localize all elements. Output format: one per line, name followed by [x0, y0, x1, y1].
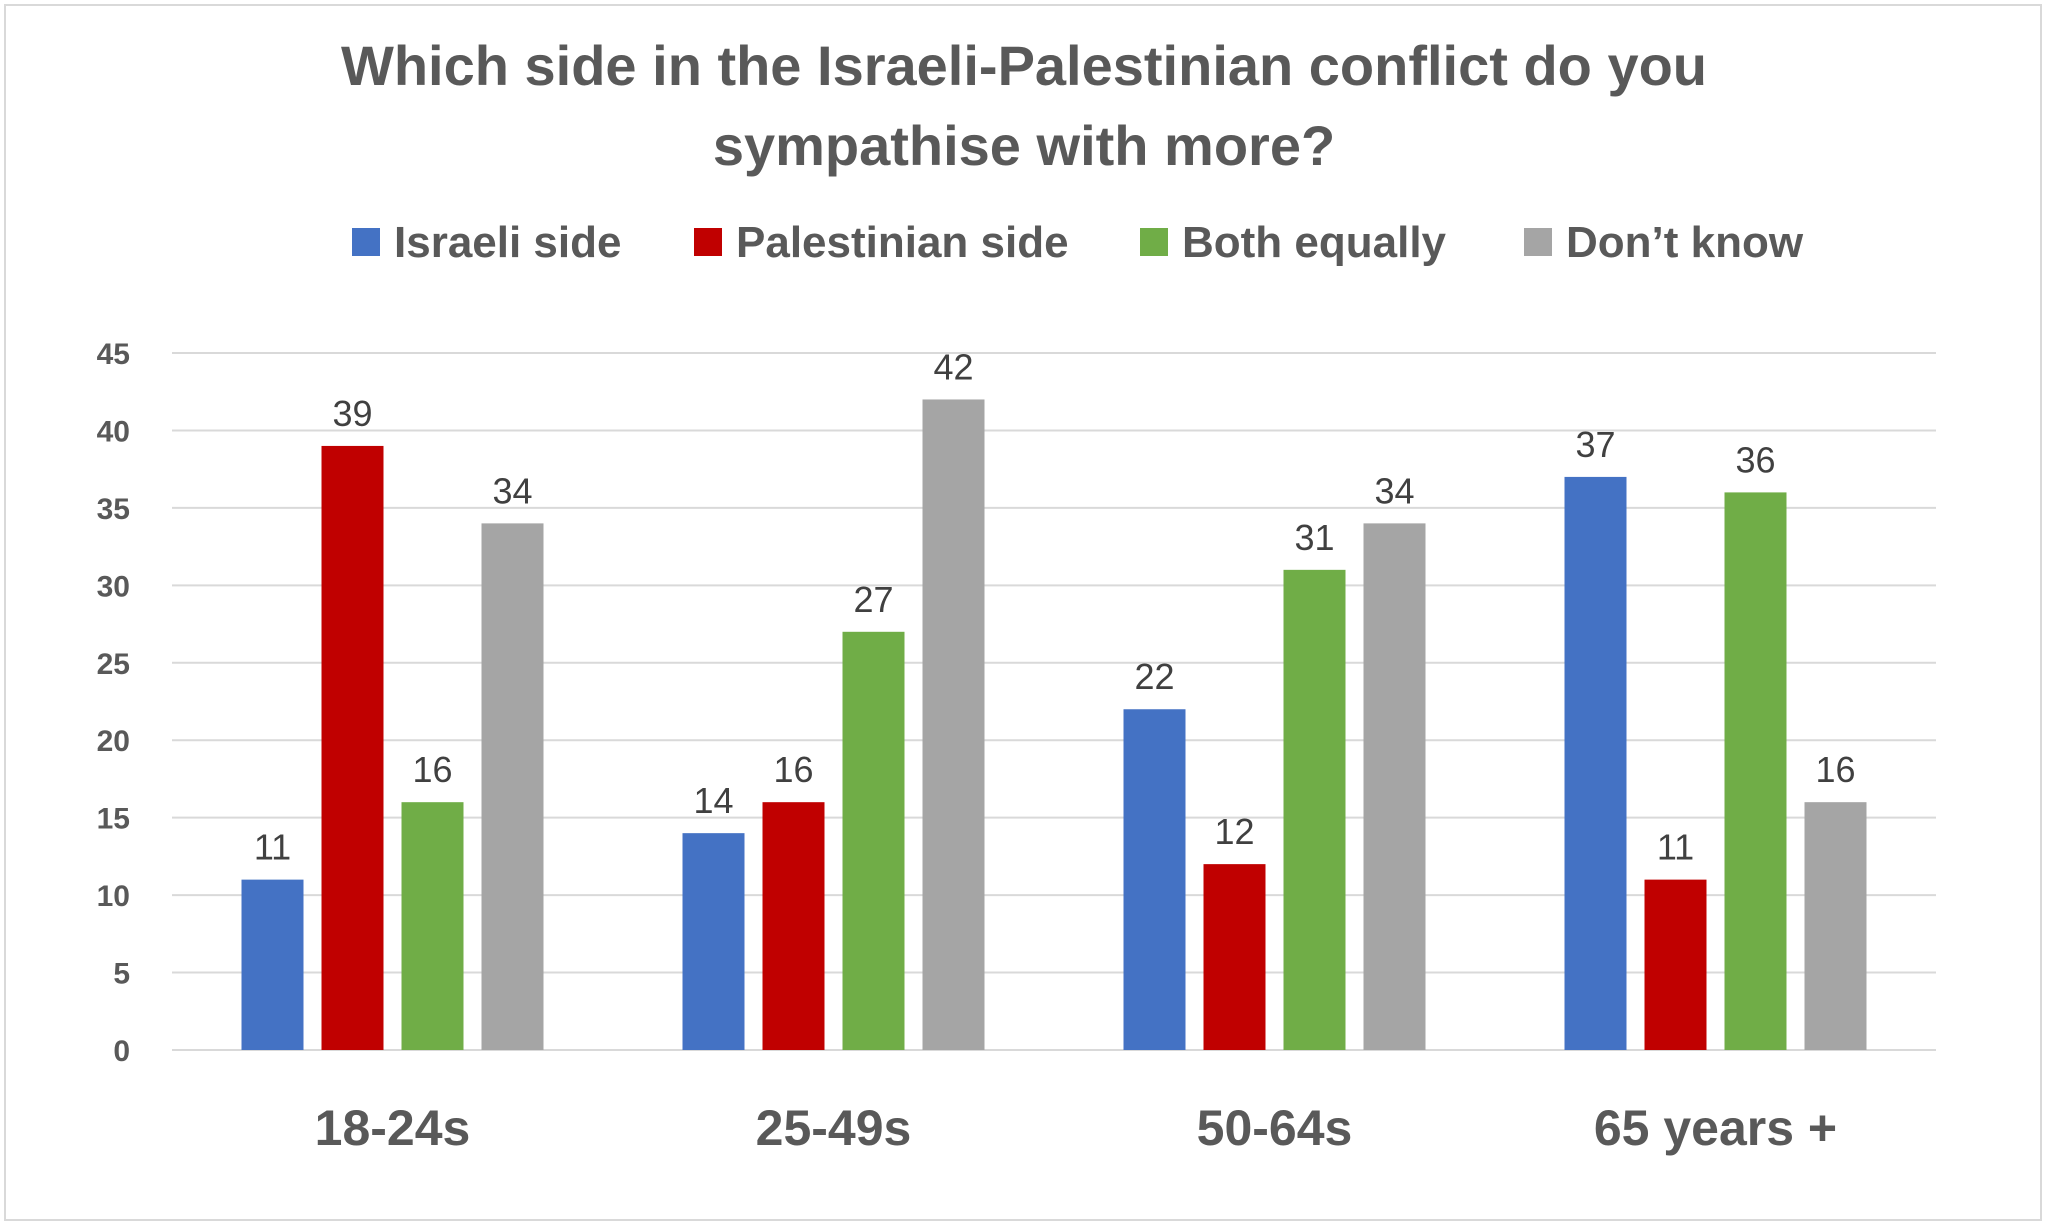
bar [1804, 802, 1867, 1050]
legend-swatch [694, 228, 722, 256]
bar [682, 833, 745, 1050]
bar [842, 631, 905, 1050]
y-axis-ticks: 0 5 10 15 20 25 30 35 40 45 [97, 338, 130, 1068]
bar [1363, 523, 1426, 1050]
data-label: 42 [933, 346, 973, 387]
legend-swatch [352, 228, 380, 256]
bar [1283, 569, 1346, 1050]
legend-label: Don’t know [1566, 218, 1804, 267]
data-label: 11 [1657, 827, 1694, 868]
legend-swatch [1524, 228, 1552, 256]
bar [241, 879, 304, 1050]
chart-title-line-1: Which side in the Israeli-Palestinian co… [341, 34, 1707, 97]
legend-label: Both equally [1182, 218, 1447, 267]
data-label: 27 [853, 579, 893, 620]
data-label: 34 [492, 470, 532, 511]
y-tick-label: 0 [113, 1035, 130, 1068]
x-axis-ticks: 18-24s 25-49s 50-64s 65 years + [315, 1100, 1838, 1156]
x-tick-label: 65 years + [1594, 1100, 1837, 1156]
legend-swatch [1140, 228, 1168, 256]
bar [1564, 476, 1627, 1050]
bar [1203, 864, 1266, 1050]
y-tick-label: 35 [97, 493, 130, 526]
data-labels: 11 39 16 34 14 16 27 42 22 12 31 34 37 11 36 16 [254, 346, 1856, 867]
y-tick-label: 5 [113, 958, 130, 991]
y-tick-label: 15 [97, 803, 130, 836]
bar [922, 399, 985, 1050]
x-tick-label: 18-24s [315, 1100, 471, 1156]
gridlines [172, 352, 1936, 1051]
y-tick-label: 40 [97, 415, 130, 448]
data-label: 22 [1134, 656, 1174, 697]
x-tick-label: 25-49s [756, 1100, 912, 1156]
bar [1644, 879, 1707, 1050]
data-label: 12 [1214, 811, 1254, 852]
bar [401, 802, 464, 1050]
legend: Israeli side Palestinian side Both equally… [352, 218, 1804, 267]
bar [1123, 709, 1186, 1050]
data-label: 14 [693, 780, 733, 821]
chart-title: Which side in the Israeli-Palestinian co… [341, 34, 1707, 177]
data-label: 11 [254, 827, 291, 868]
y-tick-label: 30 [97, 570, 130, 603]
data-label: 34 [1374, 470, 1414, 511]
data-label: 16 [773, 749, 813, 790]
data-label: 36 [1735, 439, 1775, 480]
y-tick-label: 20 [97, 725, 130, 758]
data-label: 37 [1575, 424, 1615, 465]
data-label: 16 [412, 749, 452, 790]
chart-title-line-2: sympathise with more? [713, 114, 1335, 177]
y-tick-label: 45 [97, 338, 130, 371]
data-label: 16 [1815, 749, 1855, 790]
legend-label: Palestinian side [736, 218, 1069, 267]
bar [762, 802, 825, 1050]
bars [241, 399, 1867, 1050]
x-tick-label: 50-64s [1197, 1100, 1353, 1156]
bar [1724, 492, 1787, 1050]
data-label: 31 [1294, 517, 1334, 558]
bar [321, 445, 384, 1050]
y-tick-label: 25 [97, 648, 130, 681]
y-tick-label: 10 [97, 880, 130, 913]
data-label: 39 [332, 393, 372, 434]
legend-label: Israeli side [394, 218, 621, 267]
bar [481, 523, 544, 1050]
